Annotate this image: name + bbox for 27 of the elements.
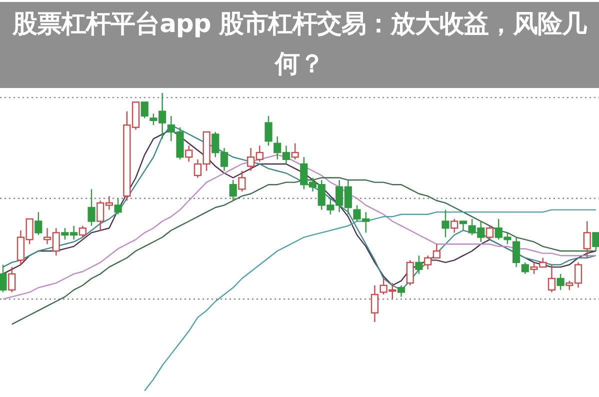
candlestick xyxy=(0,264,7,293)
candlestick xyxy=(370,284,378,323)
candlestick xyxy=(264,115,272,146)
candlestick xyxy=(397,284,406,298)
chart-title: 股票杠杆平台app 股市杠杆交易：放大收益，风险几何？ xyxy=(12,8,587,80)
candlestick xyxy=(450,218,458,234)
candlestick xyxy=(592,232,599,252)
candlestick xyxy=(114,198,122,215)
candlestick xyxy=(8,266,16,293)
candlestick xyxy=(556,273,564,291)
candlestick xyxy=(238,170,246,192)
candlestick xyxy=(406,260,414,286)
candlestick xyxy=(185,145,193,162)
candlestick xyxy=(229,179,237,202)
candlestick xyxy=(88,188,96,226)
candlestick xyxy=(521,262,529,275)
candlestick xyxy=(583,220,591,258)
candlestick xyxy=(415,254,423,275)
candlestick xyxy=(34,211,42,236)
candlestick xyxy=(512,236,520,268)
candlestick xyxy=(78,225,86,238)
candlestick xyxy=(140,102,148,119)
candlestick xyxy=(548,264,556,293)
candlestick xyxy=(442,209,450,238)
candlestick xyxy=(459,220,467,231)
candlestick xyxy=(291,142,299,160)
candlestick xyxy=(486,225,494,240)
